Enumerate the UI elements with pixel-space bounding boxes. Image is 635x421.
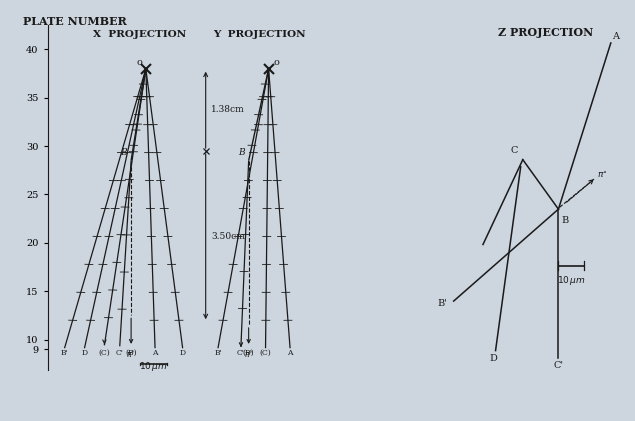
Text: 1.38cm: 1.38cm (211, 105, 245, 115)
Text: (B): (B) (125, 349, 137, 357)
Text: C': C' (116, 349, 124, 357)
Text: $\pi^{\circ}$: $\pi^{\circ}$ (244, 349, 253, 360)
Text: C': C' (237, 349, 245, 357)
Text: o: o (273, 59, 279, 67)
Text: B': B' (214, 349, 222, 357)
Text: A: A (288, 349, 293, 357)
Text: Y  PROJECTION: Y PROJECTION (213, 30, 305, 39)
Text: (C): (C) (260, 349, 271, 357)
Text: B: B (561, 216, 568, 225)
Text: $\pi^{\circ}$: $\pi^{\circ}$ (126, 349, 136, 360)
Text: D: D (180, 349, 185, 357)
Text: D: D (490, 354, 497, 363)
Text: D: D (81, 349, 88, 357)
Text: C': C' (553, 361, 563, 370)
Text: Z PROJECTION: Z PROJECTION (498, 27, 594, 38)
Text: (C): (C) (98, 349, 110, 357)
Text: $\pi^{\circ}$: $\pi^{\circ}$ (597, 169, 608, 180)
Text: C: C (510, 146, 518, 155)
Text: 3.50cm: 3.50cm (211, 232, 245, 241)
Text: o: o (137, 59, 142, 67)
Text: B: B (121, 148, 127, 157)
Text: A: A (612, 32, 619, 41)
Text: $10\,\mu m$: $10\,\mu m$ (557, 274, 585, 288)
Text: A: A (152, 349, 157, 357)
Text: PLATE NUMBER: PLATE NUMBER (23, 16, 127, 27)
Text: B': B' (60, 349, 69, 357)
Text: $10\,\mu m$: $10\,\mu m$ (139, 360, 168, 373)
Text: X  PROJECTION: X PROJECTION (93, 30, 186, 39)
Text: (B): (B) (243, 349, 255, 357)
Text: B': B' (438, 299, 447, 309)
Text: B: B (238, 148, 244, 157)
